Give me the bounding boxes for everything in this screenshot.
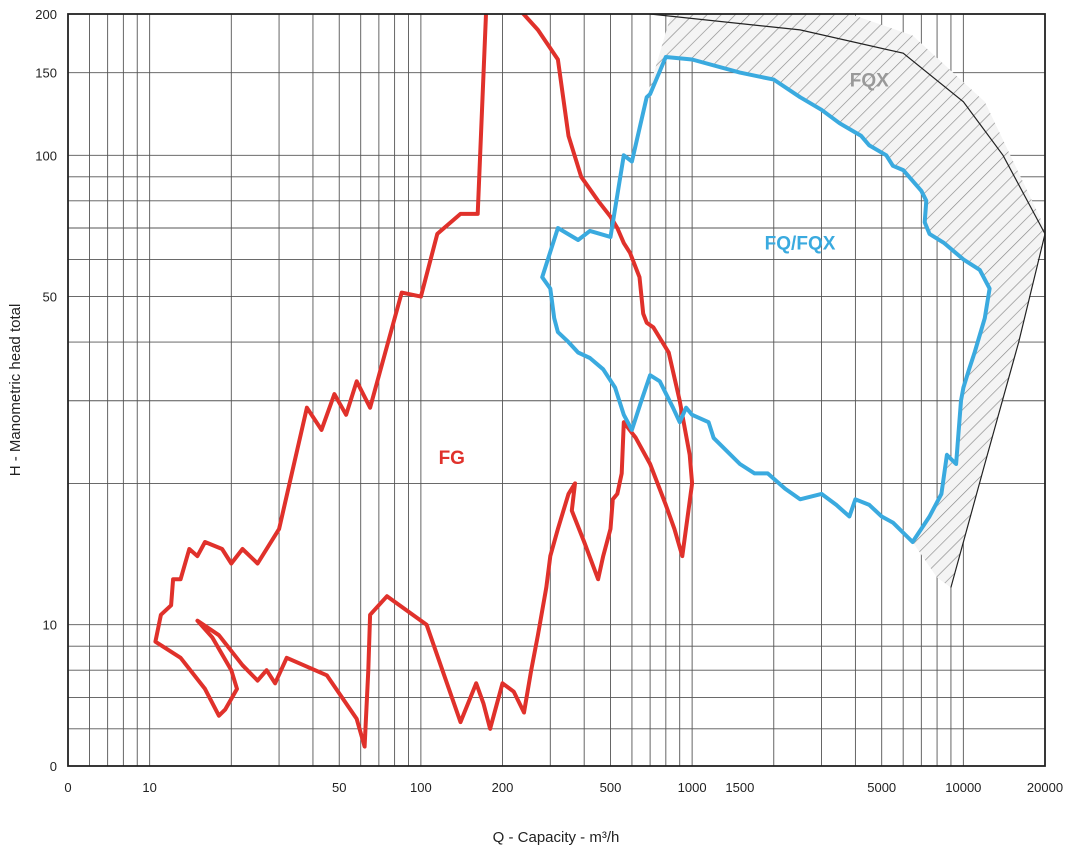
x-tick-label: 10	[142, 780, 156, 795]
series-layer	[153, 14, 1045, 749]
x-tick-label: 5000	[867, 780, 896, 795]
y-tick-label: 100	[35, 148, 57, 163]
x-tick-label: 20000	[1027, 780, 1063, 795]
x-axis-ticks: 0 10 50 100 200 500 1000 1500 5000 10000 20000	[64, 780, 1063, 795]
x-tick-label: 0	[64, 780, 71, 795]
series-fqx-hatched-area	[646, 14, 1045, 588]
y-tick-label: 150	[35, 66, 57, 81]
series-fq-fqx-outline	[540, 55, 992, 544]
series-fg-outline	[153, 14, 695, 749]
x-tick-label: 200	[492, 780, 514, 795]
x-tick-label: 1500	[725, 780, 754, 795]
y-axis-ticks: 0 10 50 100 150 200	[35, 7, 57, 774]
x-tick-label: 100	[410, 780, 432, 795]
x-axis-title: Q - Capacity - m³/h	[493, 829, 620, 846]
y-tick-label: 50	[43, 290, 57, 305]
y-tick-label: 200	[35, 7, 57, 22]
x-tick-label: 50	[332, 780, 346, 795]
plot-frame	[67, 13, 1046, 767]
region-labels: FG FQ/FQX FQX	[439, 71, 890, 469]
y-tick-label: 10	[43, 618, 57, 633]
y-axis-title: H - Manometric head total	[7, 304, 24, 477]
x-tick-label: 500	[600, 780, 622, 795]
series-boundary-curve	[650, 14, 1045, 588]
series-label-fqx: FQX	[850, 71, 889, 92]
x-tick-label: 1000	[678, 780, 707, 795]
x-tick-label: 10000	[945, 780, 981, 795]
y-tick-label: 0	[50, 759, 57, 774]
series-label-fq-fqx: FQ/FQX	[765, 233, 836, 254]
series-label-fg: FG	[439, 448, 465, 469]
